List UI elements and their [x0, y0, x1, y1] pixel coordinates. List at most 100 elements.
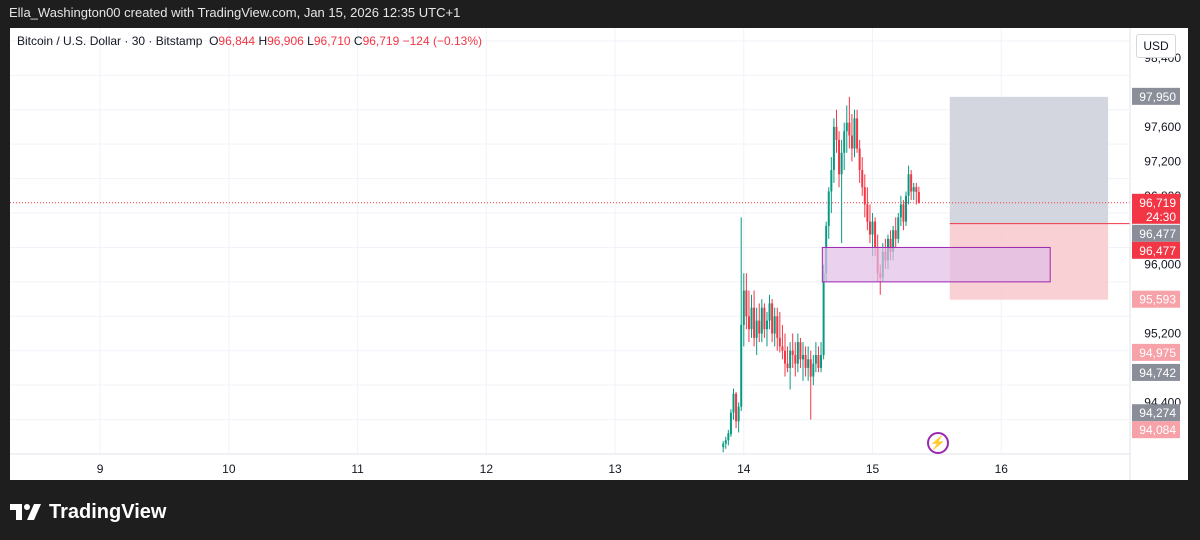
candle[interactable] — [822, 273, 825, 356]
candle[interactable] — [912, 187, 915, 192]
symbol-name: Bitcoin / U.S. Dollar · 30 · Bitstamp — [17, 34, 203, 48]
candle[interactable] — [786, 363, 789, 368]
price-label: 96,477 — [1139, 244, 1176, 258]
candle[interactable] — [809, 359, 812, 377]
attribution-bar: Ella_Washington00 created with TradingVi… — [0, 0, 1200, 26]
candle[interactable] — [820, 355, 823, 368]
candle[interactable] — [848, 122, 851, 136]
candle[interactable] — [781, 346, 784, 351]
candle[interactable] — [722, 443, 725, 448]
time-tick-label: 10 — [222, 462, 236, 476]
rectangle-zone[interactable] — [821, 246, 1051, 283]
candle[interactable] — [871, 221, 874, 235]
candle[interactable] — [796, 342, 799, 364]
candle[interactable] — [791, 350, 794, 356]
candle[interactable] — [827, 191, 830, 226]
candle[interactable] — [874, 221, 877, 248]
candle[interactable] — [866, 204, 869, 222]
price-tick-label: 97,600 — [1144, 120, 1181, 134]
candle[interactable] — [742, 290, 745, 325]
low-label: L — [307, 34, 314, 48]
candle[interactable] — [794, 355, 797, 364]
candle[interactable] — [768, 303, 771, 321]
high-label: H — [258, 34, 268, 48]
candle[interactable] — [747, 316, 750, 330]
price-label-box — [1132, 290, 1180, 308]
candle[interactable] — [807, 359, 810, 368]
candle[interactable] — [724, 440, 727, 444]
candle[interactable] — [843, 131, 846, 153]
candle[interactable] — [765, 320, 768, 330]
candle[interactable] — [804, 355, 807, 368]
candle[interactable] — [760, 307, 763, 334]
change-value: −124 (−0.13%) — [402, 34, 483, 48]
candle[interactable] — [740, 324, 743, 407]
candle[interactable] — [758, 320, 761, 334]
candle[interactable] — [840, 152, 843, 175]
candle[interactable] — [783, 350, 786, 364]
price-tick-label: 96,000 — [1144, 258, 1181, 272]
candle[interactable] — [863, 187, 866, 205]
candle[interactable] — [814, 355, 817, 364]
candle[interactable] — [899, 204, 902, 218]
candle[interactable] — [727, 433, 730, 441]
candle[interactable] — [802, 355, 805, 360]
time-tick-label: 14 — [737, 462, 751, 476]
candle[interactable] — [817, 355, 820, 368]
currency-button[interactable]: USD — [1136, 34, 1176, 58]
candle[interactable] — [861, 170, 864, 188]
price-tick-label: 97,200 — [1144, 154, 1181, 168]
candle[interactable] — [799, 342, 802, 360]
candle[interactable] — [856, 118, 859, 149]
candle[interactable] — [832, 126, 835, 170]
price-label: 94,274 — [1139, 406, 1176, 420]
candle[interactable] — [907, 174, 910, 196]
candle[interactable] — [838, 139, 841, 175]
candle[interactable] — [750, 307, 753, 330]
attribution-text: Ella_Washington00 created with TradingVi… — [9, 5, 461, 20]
candle[interactable] — [737, 406, 740, 422]
tradingview-brand: TradingView — [10, 497, 166, 527]
candle[interactable] — [773, 316, 776, 334]
candle[interactable] — [778, 337, 781, 347]
candle[interactable] — [763, 307, 766, 330]
candle[interactable] — [850, 135, 853, 149]
candle[interactable] — [917, 192, 920, 203]
price-label: 94,084 — [1139, 423, 1176, 437]
candle[interactable] — [776, 316, 779, 338]
brand-name: TradingView — [49, 500, 167, 523]
candle[interactable] — [789, 350, 792, 368]
candle[interactable] — [915, 187, 918, 193]
candle[interactable] — [858, 148, 861, 170]
candle[interactable] — [812, 363, 815, 377]
flash-icon[interactable]: ⚡ — [927, 432, 949, 454]
candle[interactable] — [735, 393, 738, 422]
candle[interactable] — [902, 204, 905, 222]
candle[interactable] — [745, 290, 748, 317]
candle[interactable] — [894, 230, 897, 239]
price-label-box — [1132, 343, 1180, 361]
candle[interactable] — [845, 122, 848, 132]
candle[interactable] — [892, 230, 895, 252]
candle[interactable] — [753, 307, 756, 338]
candle[interactable] — [889, 238, 892, 252]
candle[interactable] — [910, 174, 913, 192]
candle[interactable] — [732, 393, 735, 413]
price-label-box — [1132, 421, 1180, 439]
price-label-box — [1132, 241, 1180, 259]
open-label: O — [209, 34, 219, 48]
candle[interactable] — [830, 170, 833, 192]
candle[interactable] — [853, 118, 856, 149]
candle[interactable] — [729, 412, 732, 435]
target-zone[interactable] — [949, 96, 1109, 224]
price-label-box — [1132, 193, 1180, 224]
price-label-box — [1132, 87, 1180, 105]
candle[interactable] — [835, 126, 838, 140]
candle[interactable] — [755, 320, 758, 338]
candle[interactable] — [771, 303, 774, 334]
candle[interactable] — [905, 195, 907, 222]
candle[interactable] — [868, 221, 871, 235]
candle[interactable] — [897, 217, 900, 239]
